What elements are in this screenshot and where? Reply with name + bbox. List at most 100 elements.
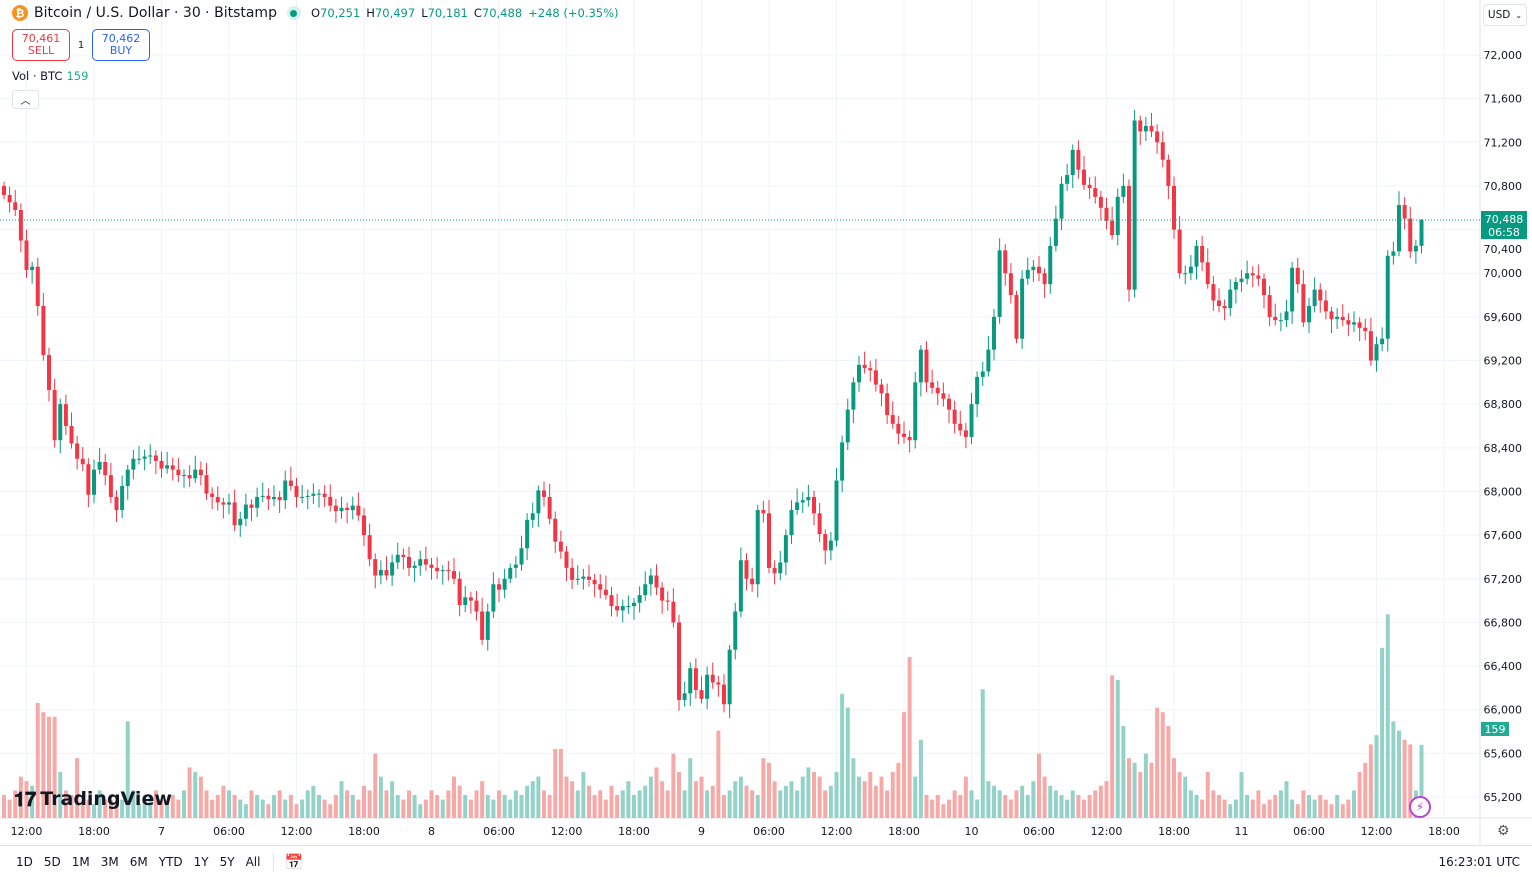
collapse-legend-button[interactable]: ︿ <box>12 90 39 109</box>
candle-body <box>963 430 968 437</box>
volume-bar <box>1256 790 1261 818</box>
volume-bar <box>817 776 822 818</box>
candle-body <box>1037 266 1041 274</box>
volume-bar <box>1087 795 1092 818</box>
volume-bar <box>812 772 816 818</box>
candle-body <box>1228 289 1233 309</box>
volume-bar <box>1368 744 1373 818</box>
volume-bar <box>1419 744 1424 818</box>
candle-body <box>463 597 468 605</box>
candle-body <box>1273 316 1278 321</box>
volume-bar <box>1312 799 1317 818</box>
close-value: 70,488 <box>481 6 523 20</box>
candle-body <box>772 567 777 574</box>
candle-body <box>80 458 85 465</box>
range-ytd[interactable]: YTD <box>158 854 183 869</box>
candle-body <box>193 469 198 479</box>
volume-bar <box>13 790 18 818</box>
candle-body <box>457 578 462 605</box>
price-chart[interactable]: 72,000 71,600 71,200 70,800 70,400 70,000 69,6… <box>0 0 1532 845</box>
volume-bar <box>131 790 136 818</box>
candle-body <box>727 649 732 705</box>
time-tick-label: 7 <box>158 825 165 838</box>
volume-bar <box>148 795 153 818</box>
sell-button[interactable]: 70,461 SELL <box>12 29 70 61</box>
candle-body <box>705 674 710 699</box>
candle-body <box>401 554 406 557</box>
volume-bar <box>530 781 535 818</box>
price-tick-label: 68,000 <box>1484 485 1523 498</box>
candle-body <box>969 404 974 437</box>
volume-bar <box>671 753 676 818</box>
candle-body <box>530 513 535 520</box>
volume-bar <box>716 730 721 818</box>
candle-body <box>862 364 867 369</box>
volume-bar <box>221 785 226 818</box>
range-5y[interactable]: 5Y <box>219 854 235 869</box>
clock[interactable]: 16:23:01 UTC <box>1438 855 1521 869</box>
range-all[interactable]: All <box>245 854 261 869</box>
volume-bar <box>1059 795 1064 818</box>
volume-bar <box>930 799 935 818</box>
currency-select[interactable]: USD ⌄ <box>1483 4 1527 26</box>
candle-body <box>547 496 552 519</box>
candle-body <box>800 500 805 503</box>
volume-bar <box>648 776 653 818</box>
candle-body <box>1385 255 1390 339</box>
candle-body <box>283 480 288 501</box>
range-1m[interactable]: 1M <box>71 854 90 869</box>
candle-body <box>980 371 985 377</box>
candle-body <box>1222 305 1227 309</box>
candle-body <box>890 415 895 424</box>
lightning-icon[interactable]: ⚡ <box>1409 796 1431 818</box>
candle-body <box>1008 273 1013 296</box>
candle-body <box>868 368 873 371</box>
calendar-goto-icon[interactable]: 📅 <box>284 852 304 871</box>
time-tick-label: 12:00 <box>281 825 313 838</box>
volume-bar <box>823 790 828 818</box>
volume-bar <box>547 795 552 818</box>
candle-body <box>1014 295 1019 339</box>
symbol-title[interactable]: Bitcoin / U.S. Dollar · 30 · Bitstamp <box>34 5 277 21</box>
candle-body <box>519 548 524 565</box>
range-1y[interactable]: 1Y <box>193 854 209 869</box>
candle-body <box>1408 218 1413 252</box>
buy-button[interactable]: 70,462 BUY <box>92 29 150 61</box>
volume-bar <box>598 790 603 818</box>
volume-bar <box>1160 712 1165 818</box>
price-tick-label: 72,000 <box>1484 49 1523 62</box>
candle-body <box>1340 316 1345 321</box>
volume-bar <box>227 790 231 818</box>
volume-bar <box>1020 785 1025 818</box>
volume-bar <box>761 758 766 818</box>
volume-bar <box>120 799 125 818</box>
volume-bar <box>260 799 265 818</box>
volume-bar <box>272 795 276 818</box>
volume-bar <box>1149 762 1154 818</box>
candle-body <box>693 668 698 691</box>
volume-bar <box>401 799 406 818</box>
candle-body <box>373 559 378 576</box>
candle-body <box>288 480 293 487</box>
volume-bar <box>1335 795 1340 818</box>
candle-body <box>1413 245 1418 252</box>
range-6m[interactable]: 6M <box>129 854 148 869</box>
candle-body <box>587 576 591 580</box>
volume-legend: Vol · BTC 159 <box>12 69 89 83</box>
volume-bar <box>1188 790 1193 818</box>
spread-value: 1 <box>77 39 85 51</box>
candle-body <box>345 507 350 511</box>
range-3m[interactable]: 3M <box>100 854 119 869</box>
candle-body <box>744 560 749 579</box>
candle-body <box>356 505 361 516</box>
range-1d[interactable]: 1D <box>16 854 33 869</box>
tradingview-logo[interactable]: 𝟏𝟕 TradingView <box>14 787 172 811</box>
volume-bar <box>1397 730 1401 818</box>
volume-bar <box>1374 735 1379 818</box>
candle-body <box>851 382 856 410</box>
candle-body <box>660 587 665 601</box>
volume-bar <box>609 785 614 818</box>
settings-icon[interactable]: ⚙ <box>1497 823 1510 839</box>
range-5d[interactable]: 5D <box>43 854 61 869</box>
volume-bar <box>997 790 1002 818</box>
